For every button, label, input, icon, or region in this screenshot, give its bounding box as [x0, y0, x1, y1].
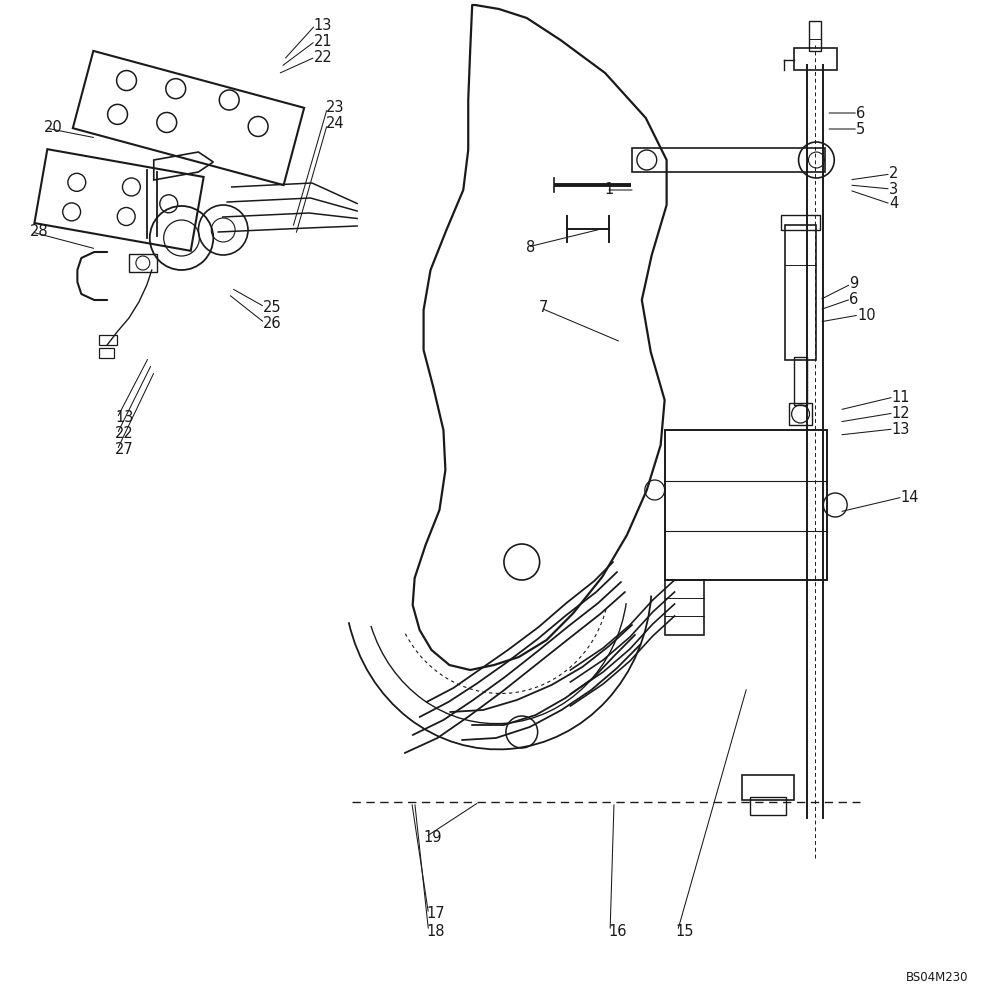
Bar — [129, 254, 157, 272]
Text: 28: 28 — [30, 225, 49, 239]
Text: 14: 14 — [901, 489, 920, 504]
Bar — [794, 357, 807, 405]
Text: 25: 25 — [263, 300, 282, 314]
Text: 10: 10 — [857, 308, 876, 322]
Text: 21: 21 — [313, 33, 332, 48]
Text: 13: 13 — [892, 422, 911, 436]
Text: 19: 19 — [424, 830, 442, 844]
Bar — [785, 225, 816, 360]
Bar — [665, 580, 704, 635]
Bar — [99, 335, 117, 345]
Text: 13: 13 — [313, 17, 332, 32]
Bar — [750, 797, 786, 815]
Text: 23: 23 — [325, 101, 344, 115]
Text: 24: 24 — [325, 116, 344, 131]
Text: 12: 12 — [892, 406, 911, 420]
Bar — [809, 21, 821, 51]
Bar — [781, 215, 820, 230]
Bar — [742, 775, 794, 800]
Text: 13: 13 — [115, 410, 134, 426]
Text: 15: 15 — [676, 924, 694, 938]
Text: 27: 27 — [115, 442, 134, 458]
Bar — [789, 403, 812, 425]
Text: 20: 20 — [44, 120, 62, 135]
Text: 5: 5 — [856, 121, 865, 136]
Bar — [665, 430, 827, 580]
Text: 22: 22 — [115, 426, 134, 442]
Bar — [99, 348, 114, 358]
Text: 16: 16 — [608, 924, 627, 938]
Text: 6: 6 — [856, 105, 865, 120]
Text: 8: 8 — [526, 239, 535, 254]
Bar — [632, 148, 825, 172]
Text: 4: 4 — [889, 196, 898, 212]
Text: 26: 26 — [263, 316, 282, 330]
Text: 7: 7 — [539, 300, 548, 316]
Text: 9: 9 — [849, 276, 858, 292]
Text: 6: 6 — [849, 292, 858, 306]
Text: 2: 2 — [889, 166, 898, 182]
Text: 3: 3 — [889, 182, 898, 196]
Text: BS04M230: BS04M230 — [906, 971, 968, 984]
Text: 17: 17 — [427, 906, 445, 922]
Bar — [794, 48, 837, 70]
Text: 1: 1 — [604, 182, 613, 198]
Text: 11: 11 — [892, 389, 911, 404]
Text: 18: 18 — [427, 924, 445, 938]
Text: 22: 22 — [313, 49, 332, 64]
